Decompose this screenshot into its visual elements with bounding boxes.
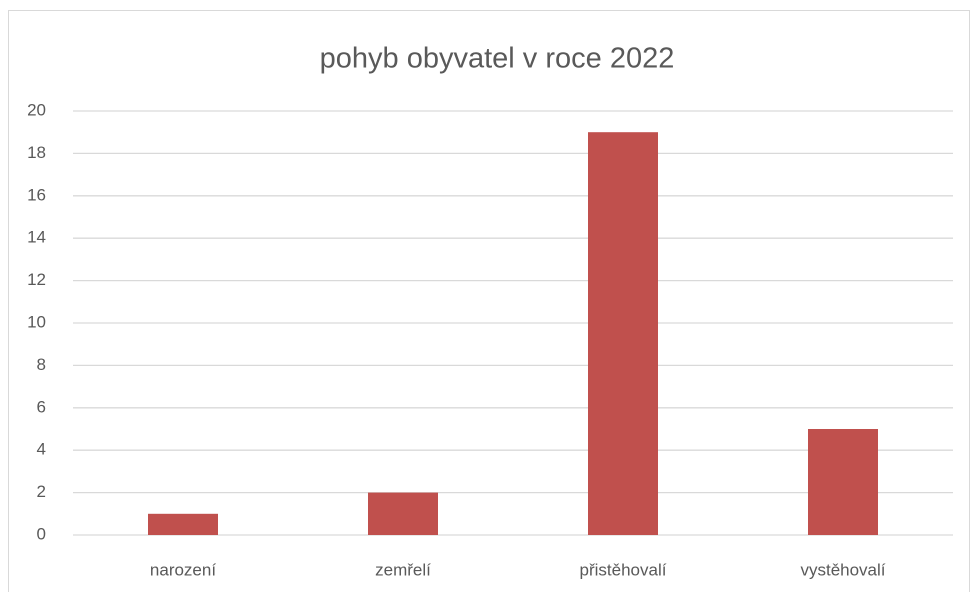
chart-title: pohyb obyvatel v roce 2022: [320, 43, 675, 75]
x-tick-label: zemřelí: [375, 560, 431, 579]
y-tick-label: 14: [27, 228, 46, 247]
y-tick-label: 10: [27, 312, 46, 331]
y-tick-label: 12: [27, 270, 46, 289]
y-tick-label: 2: [37, 482, 46, 501]
bar: [368, 492, 438, 535]
y-tick-label: 16: [27, 185, 46, 204]
y-tick-label: 8: [37, 355, 46, 374]
y-tick-label: 20: [27, 100, 46, 119]
y-tick-label: 6: [37, 397, 46, 416]
y-tick-label: 0: [37, 524, 46, 543]
y-tick-label: 18: [27, 143, 46, 162]
x-tick-label: vystěhovalí: [800, 560, 885, 579]
x-tick-label: přistěhovalí: [580, 560, 667, 579]
bar: [148, 513, 218, 535]
bar: [808, 429, 878, 535]
y-tick-label: 4: [37, 440, 46, 459]
x-tick-label: narození: [150, 560, 216, 579]
bar: [588, 132, 658, 535]
